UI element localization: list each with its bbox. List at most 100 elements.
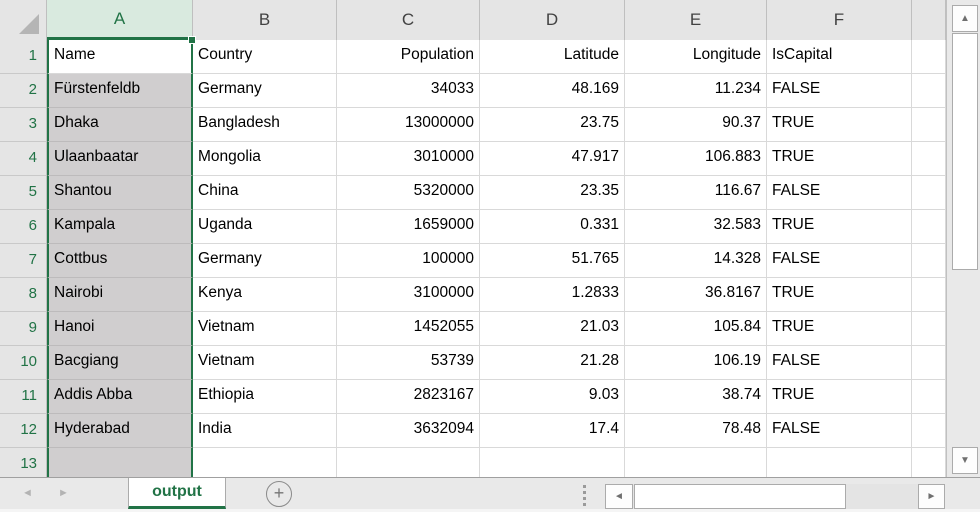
cell-G13[interactable] [912, 448, 946, 477]
cell-A2[interactable]: Fürstenfeldb [47, 74, 193, 108]
cell-B12[interactable]: India [193, 414, 337, 448]
cell-E4[interactable]: 106.883 [625, 142, 767, 176]
cell-G4[interactable] [912, 142, 946, 176]
cell-F7[interactable]: FALSE [767, 244, 912, 278]
sheet-prev-icon[interactable]: ◄ [22, 487, 33, 499]
cell-B8[interactable]: Kenya [193, 278, 337, 312]
row-header-6[interactable]: 6 [0, 210, 47, 244]
cell-D2[interactable]: 48.169 [480, 74, 625, 108]
cell-A7[interactable]: Cottbus [47, 244, 193, 278]
cell-F3[interactable]: TRUE [767, 108, 912, 142]
cell-E7[interactable]: 14.328 [625, 244, 767, 278]
row-header-10[interactable]: 10 [0, 346, 47, 380]
cell-C3[interactable]: 13000000 [337, 108, 480, 142]
cell-A6[interactable]: Kampala [47, 210, 193, 244]
cell-A1[interactable]: Name [47, 40, 193, 74]
cell-F2[interactable]: FALSE [767, 74, 912, 108]
vertical-scrollbar[interactable]: ▲ ▼ [946, 0, 980, 477]
cell-A13[interactable] [47, 448, 193, 477]
cell-D12[interactable]: 17.4 [480, 414, 625, 448]
cell-F4[interactable]: TRUE [767, 142, 912, 176]
cell-G10[interactable] [912, 346, 946, 380]
cell-D4[interactable]: 47.917 [480, 142, 625, 176]
cell-F11[interactable]: TRUE [767, 380, 912, 414]
cell-F8[interactable]: TRUE [767, 278, 912, 312]
cell-G1[interactable] [912, 40, 946, 74]
cell-E1[interactable]: Longitude [625, 40, 767, 74]
cell-D10[interactable]: 21.28 [480, 346, 625, 380]
row-header-3[interactable]: 3 [0, 108, 47, 142]
cell-C1[interactable]: Population [337, 40, 480, 74]
cell-D11[interactable]: 9.03 [480, 380, 625, 414]
cell-G12[interactable] [912, 414, 946, 448]
cell-A12[interactable]: Hyderabad [47, 414, 193, 448]
row-header-7[interactable]: 7 [0, 244, 47, 278]
vertical-scroll-thumb[interactable] [952, 33, 978, 270]
select-all-corner[interactable] [0, 0, 47, 40]
scroll-down-button[interactable]: ▼ [952, 447, 978, 474]
fill-handle[interactable] [188, 36, 196, 44]
cell-B10[interactable]: Vietnam [193, 346, 337, 380]
cell-B11[interactable]: Ethiopia [193, 380, 337, 414]
cell-C10[interactable]: 53739 [337, 346, 480, 380]
column-header-F[interactable]: F [767, 0, 912, 40]
sheet-next-icon[interactable]: ► [58, 487, 69, 499]
cell-B5[interactable]: China [193, 176, 337, 210]
cell-E10[interactable]: 106.19 [625, 346, 767, 380]
cell-G6[interactable] [912, 210, 946, 244]
cell-C2[interactable]: 34033 [337, 74, 480, 108]
cell-B6[interactable]: Uganda [193, 210, 337, 244]
cell-E3[interactable]: 90.37 [625, 108, 767, 142]
cell-E6[interactable]: 32.583 [625, 210, 767, 244]
horizontal-scroll-thumb[interactable] [634, 484, 846, 509]
cell-G9[interactable] [912, 312, 946, 346]
cell-B7[interactable]: Germany [193, 244, 337, 278]
cell-B9[interactable]: Vietnam [193, 312, 337, 346]
row-header-11[interactable]: 11 [0, 380, 47, 414]
cell-D8[interactable]: 1.2833 [480, 278, 625, 312]
column-header-A[interactable]: A [47, 0, 193, 40]
cell-A8[interactable]: Nairobi [47, 278, 193, 312]
row-header-12[interactable]: 12 [0, 414, 47, 448]
column-header-B[interactable]: B [193, 0, 337, 40]
cell-D7[interactable]: 51.765 [480, 244, 625, 278]
scroll-right-button[interactable]: ► [918, 484, 945, 509]
scroll-up-button[interactable]: ▲ [952, 5, 978, 32]
column-header-D[interactable]: D [480, 0, 625, 40]
cell-F12[interactable]: FALSE [767, 414, 912, 448]
cell-B13[interactable] [193, 448, 337, 477]
cell-E9[interactable]: 105.84 [625, 312, 767, 346]
cell-B1[interactable]: Country [193, 40, 337, 74]
cell-B3[interactable]: Bangladesh [193, 108, 337, 142]
cell-C13[interactable] [337, 448, 480, 477]
cell-F5[interactable]: FALSE [767, 176, 912, 210]
cell-F1[interactable]: IsCapital [767, 40, 912, 74]
column-header-E[interactable]: E [625, 0, 767, 40]
cell-C4[interactable]: 3010000 [337, 142, 480, 176]
row-header-13[interactable]: 13 [0, 448, 47, 477]
cell-D6[interactable]: 0.331 [480, 210, 625, 244]
row-header-8[interactable]: 8 [0, 278, 47, 312]
row-header-1[interactable]: 1 [0, 40, 47, 74]
cell-E2[interactable]: 11.234 [625, 74, 767, 108]
cell-C11[interactable]: 2823167 [337, 380, 480, 414]
cell-G3[interactable] [912, 108, 946, 142]
sheet-tab-output[interactable]: output [128, 478, 226, 509]
cell-D5[interactable]: 23.35 [480, 176, 625, 210]
row-header-4[interactable]: 4 [0, 142, 47, 176]
cell-D13[interactable] [480, 448, 625, 477]
cell-G8[interactable] [912, 278, 946, 312]
cell-F9[interactable]: TRUE [767, 312, 912, 346]
add-sheet-button[interactable]: + [266, 481, 292, 507]
cell-G11[interactable] [912, 380, 946, 414]
cell-G2[interactable] [912, 74, 946, 108]
cell-C8[interactable]: 3100000 [337, 278, 480, 312]
cell-C6[interactable]: 1659000 [337, 210, 480, 244]
cell-B2[interactable]: Germany [193, 74, 337, 108]
cell-A9[interactable]: Hanoi [47, 312, 193, 346]
cell-A10[interactable]: Bacgiang [47, 346, 193, 380]
cell-C7[interactable]: 100000 [337, 244, 480, 278]
row-header-5[interactable]: 5 [0, 176, 47, 210]
cell-F10[interactable]: FALSE [767, 346, 912, 380]
cell-G7[interactable] [912, 244, 946, 278]
